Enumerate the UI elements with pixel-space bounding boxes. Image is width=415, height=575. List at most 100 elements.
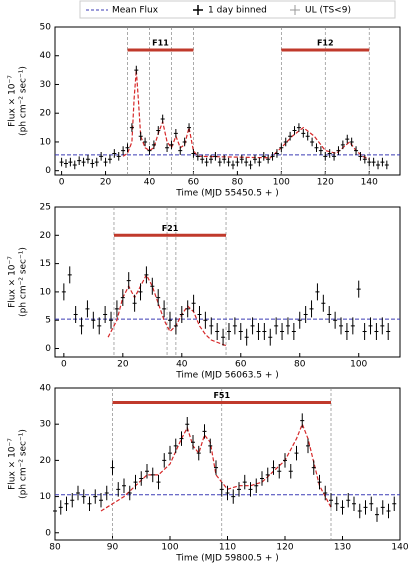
data-point	[173, 129, 178, 138]
data-point	[380, 157, 385, 167]
data-point	[285, 317, 290, 335]
data-point	[76, 485, 80, 501]
data-point	[169, 140, 174, 150]
x-axis-label: Time (MJD 55450.5 + )	[175, 189, 279, 199]
data-point	[168, 445, 172, 461]
data-point	[134, 65, 139, 75]
data-point	[339, 317, 344, 335]
data-point	[345, 134, 350, 144]
data-point	[300, 413, 305, 428]
data-point	[329, 492, 333, 508]
data-point	[235, 157, 240, 167]
data-point	[87, 496, 92, 512]
data-point	[168, 311, 172, 329]
data-point	[362, 323, 367, 341]
data-point	[156, 126, 161, 135]
data-point	[143, 137, 148, 147]
data-point	[191, 149, 196, 158]
data-point	[321, 294, 326, 312]
data-point	[386, 323, 391, 341]
y-tick-label: 0	[45, 528, 51, 538]
data-point	[114, 300, 119, 318]
data-point	[352, 496, 356, 512]
data-point	[232, 317, 237, 335]
data-point	[230, 160, 235, 170]
data-point	[239, 154, 244, 164]
x-tick-label: 40	[176, 360, 188, 370]
data-point	[179, 306, 184, 324]
x-tick-label: 40	[144, 178, 156, 188]
data-point	[252, 154, 257, 164]
data-point	[368, 317, 373, 335]
data-point	[357, 503, 362, 519]
data-point	[222, 154, 227, 164]
data-point	[356, 280, 361, 298]
data-point	[288, 464, 293, 479]
data-point	[58, 500, 63, 515]
x-tick-label: 100	[350, 360, 367, 370]
x-tick-label: 120	[276, 543, 293, 553]
data-point	[191, 435, 195, 450]
x-tick-label: 20	[117, 360, 129, 370]
data-point	[112, 149, 117, 158]
data-point	[77, 156, 82, 165]
data-point	[317, 474, 322, 490]
data-point	[248, 160, 253, 170]
data-point	[226, 157, 231, 167]
data-point	[162, 300, 167, 318]
data-point	[219, 482, 224, 497]
data-point	[280, 323, 285, 341]
data-point	[178, 146, 183, 155]
data-point	[156, 474, 161, 490]
data-point	[104, 485, 109, 501]
y-tick-label: 0	[45, 166, 51, 176]
data-point	[208, 438, 213, 454]
data-point	[221, 328, 226, 346]
data-point	[332, 152, 337, 161]
data-point	[213, 152, 218, 161]
data-point	[165, 143, 170, 153]
data-point	[369, 496, 374, 512]
data-point	[362, 154, 367, 164]
data-point	[61, 283, 66, 301]
x-tick-label: 60	[188, 178, 200, 188]
data-point	[310, 137, 315, 147]
data-point	[99, 152, 104, 161]
data-point	[150, 277, 155, 295]
data-point	[318, 146, 323, 155]
plot-frame	[54, 26, 401, 176]
data-point	[306, 438, 310, 454]
data-point	[73, 306, 78, 324]
data-point	[340, 140, 345, 150]
data-point	[138, 131, 143, 141]
data-point	[85, 154, 90, 164]
data-point	[70, 492, 75, 508]
data-point	[265, 467, 270, 483]
x-tick-label: 130	[334, 543, 351, 553]
data-point	[334, 496, 339, 512]
data-point	[294, 445, 299, 461]
y-axis-label: Flux × 10⁻⁷	[8, 438, 18, 490]
data-point	[254, 478, 259, 493]
y-tick-label: 10	[40, 492, 52, 502]
data-point	[63, 159, 68, 168]
data-point	[132, 294, 137, 312]
data-point	[133, 474, 138, 490]
y-tick-label: 15	[40, 259, 51, 269]
x-tick-label: 0	[61, 360, 67, 370]
data-point	[257, 157, 262, 167]
data-point	[147, 146, 152, 155]
x-tick-label: 80	[49, 543, 61, 553]
data-point	[244, 328, 249, 346]
data-point	[93, 489, 98, 504]
flare-label: F51	[213, 391, 230, 400]
data-point	[59, 157, 64, 167]
y-tick-label: 20	[40, 231, 52, 241]
plot-frame	[54, 206, 401, 358]
data-point	[274, 317, 279, 335]
data-point	[182, 137, 187, 147]
x-axis-label: Time (MJD 59800.5 + )	[175, 554, 279, 564]
data-point	[64, 496, 69, 512]
data-point	[107, 154, 112, 164]
data-point	[204, 157, 209, 167]
